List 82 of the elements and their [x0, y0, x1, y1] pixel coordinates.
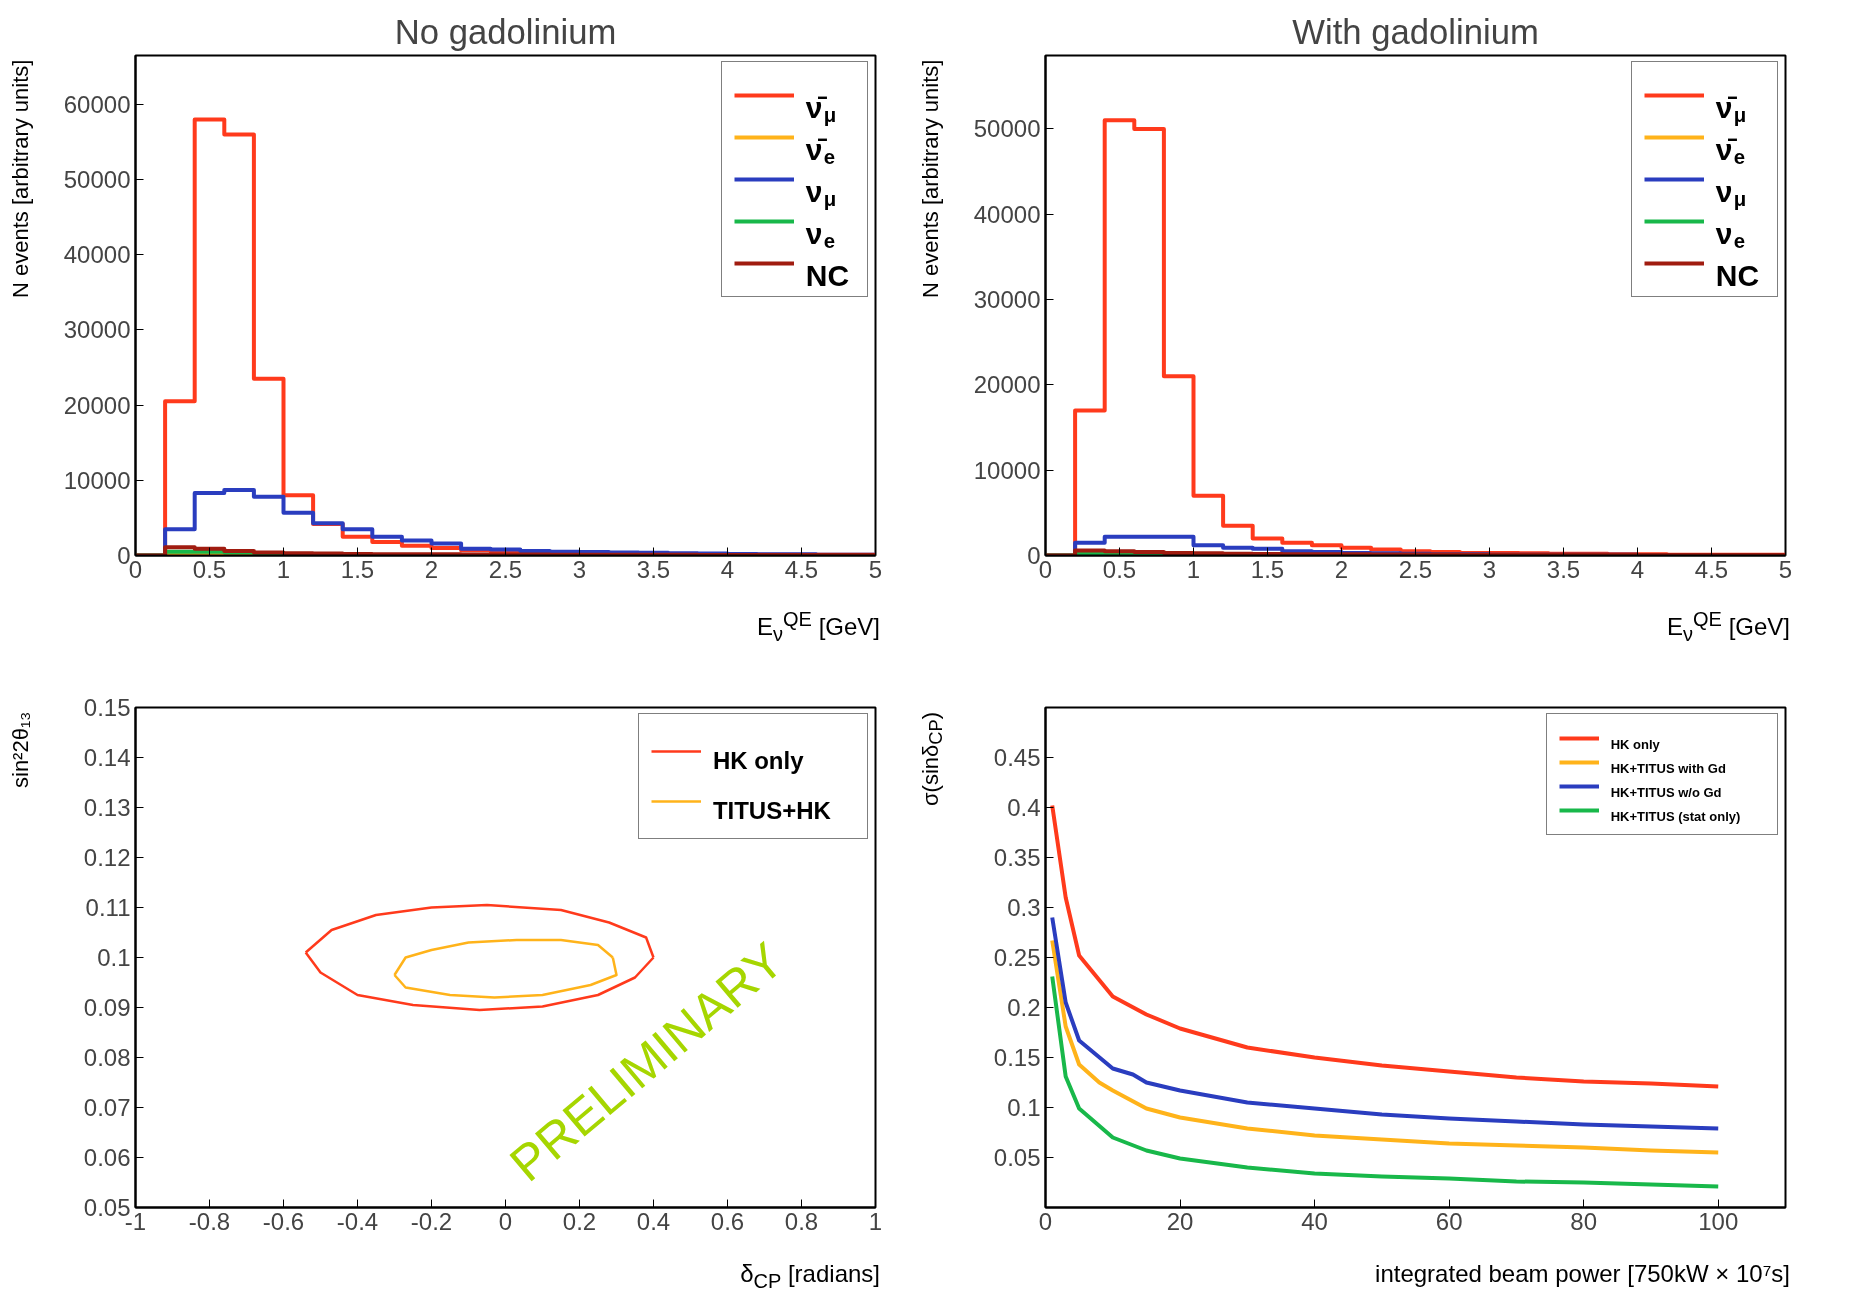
- legend-label: TITUS+HK: [712, 797, 832, 825]
- x-tick-label: 1: [276, 555, 291, 583]
- x-tick-label: 1.5: [1250, 555, 1285, 583]
- y-tick-label: 10000: [63, 466, 131, 494]
- x-tick-label: 4: [720, 555, 735, 583]
- y-tick-label: 40000: [63, 241, 131, 269]
- x-tick-label: 0.6: [710, 1207, 745, 1235]
- y-tick-label: 0.12: [83, 844, 131, 871]
- x-tick-label: -0.6: [262, 1207, 305, 1235]
- y-tick-label: 0.09: [83, 994, 131, 1021]
- x-tick-label: 100: [1698, 1207, 1739, 1235]
- x-axis-title: integrated beam power [750kW × 10⁷s]: [1374, 1259, 1790, 1289]
- y-tick-label: 0.2: [1007, 994, 1041, 1021]
- y-tick-label: 0.25: [993, 944, 1041, 971]
- x-axis-title: E$_{ν}$$^{QE}$ [GeV]: [756, 607, 880, 647]
- y-tick-label: 30000: [63, 316, 131, 344]
- x-tick-label: 0.8: [784, 1207, 819, 1235]
- x-tick-label: 1.5: [340, 555, 375, 583]
- legend-label: HK+TITUS with Gd: [1610, 760, 1726, 776]
- y-axis-title: N events [arbitrary units]: [917, 60, 944, 301]
- x-tick-label: 0.5: [192, 555, 227, 583]
- legend-label: HK only: [1610, 736, 1661, 752]
- x-tick-label: 3: [1482, 555, 1497, 583]
- y-tick-label: 10000: [973, 456, 1041, 484]
- y-tick-label: 0.45: [993, 744, 1041, 771]
- x-tick-label: 20: [1166, 1207, 1194, 1235]
- x-tick-label: -0.4: [336, 1207, 379, 1235]
- legend-label: HK+TITUS (stat only): [1610, 808, 1741, 824]
- x-tick-label: 2: [1334, 555, 1349, 583]
- x-tick-label: 0.5: [1102, 555, 1137, 583]
- y-tick-label: 50000: [973, 115, 1041, 143]
- y-tick-label: 0.15: [83, 694, 131, 721]
- y-tick-label: 0.06: [83, 1144, 131, 1171]
- x-tick-label: 2: [424, 555, 439, 583]
- x-tick-label: -0.8: [188, 1207, 231, 1235]
- x-tick-label: 4.5: [784, 555, 819, 583]
- y-tick-label: 0.05: [993, 1144, 1041, 1171]
- x-tick-label: 3: [572, 555, 587, 583]
- chart-title: No gadolinium: [394, 12, 617, 51]
- y-tick-label: 0.13: [83, 794, 131, 821]
- x-axis-title: δ$_{CP}$ [radians]: [739, 1259, 880, 1294]
- x-tick-label: 4.5: [1694, 555, 1729, 583]
- legend-label: NC: [1715, 258, 1760, 292]
- y-tick-label: 20000: [973, 371, 1041, 399]
- y-axis-title: sin²2θ₁₃: [7, 712, 34, 791]
- x-tick-label: 3.5: [636, 555, 671, 583]
- y-tick-label: 0.15: [993, 1044, 1041, 1071]
- x-tick-label: 4: [1630, 555, 1645, 583]
- x-tick-label: 60: [1435, 1207, 1463, 1235]
- y-tick-label: 0.07: [83, 1094, 131, 1121]
- x-tick-label: 0: [498, 1207, 513, 1235]
- x-tick-label: 40: [1301, 1207, 1328, 1235]
- y-tick-label: 60000: [63, 90, 131, 118]
- x-tick-label: -0.2: [410, 1207, 453, 1235]
- y-tick-label: 30000: [973, 286, 1041, 314]
- y-tick-label: 0.1: [1007, 1094, 1041, 1121]
- y-tick-label: 0.14: [83, 744, 131, 771]
- y-tick-label: 40000: [973, 200, 1041, 228]
- x-tick-label: 1: [868, 1207, 883, 1235]
- x-tick-label: 5: [1778, 555, 1793, 583]
- x-tick-label: 80: [1570, 1207, 1598, 1235]
- legend-label: HK only: [712, 747, 805, 775]
- y-tick-label: 0.08: [83, 1044, 131, 1071]
- chart-title: With gadolinium: [1292, 12, 1539, 51]
- y-tick-label: 0.35: [993, 844, 1041, 871]
- x-tick-label: 5: [868, 555, 883, 583]
- legend-label: NC: [805, 258, 850, 292]
- x-tick-label: 3.5: [1546, 555, 1581, 583]
- y-tick-label: 0.11: [85, 894, 131, 921]
- y-tick-label: 50000: [63, 166, 131, 194]
- x-tick-label: 1: [1186, 555, 1201, 583]
- y-axis-title: N events [arbitrary units]: [7, 60, 34, 301]
- y-tick-label: 0.4: [1007, 794, 1041, 821]
- y-tick-label: 0.1: [97, 944, 131, 971]
- x-tick-label: 2.5: [488, 555, 523, 583]
- y-tick-label: 20000: [63, 391, 131, 419]
- y-tick-label: 0.3: [1007, 894, 1041, 921]
- legend-label: HK+TITUS w/o Gd: [1610, 784, 1722, 800]
- x-axis-title: E$_{ν}$$^{QE}$ [GeV]: [1666, 607, 1790, 647]
- x-tick-label: 0.2: [562, 1207, 597, 1235]
- x-tick-label: 0.4: [636, 1207, 671, 1235]
- x-tick-label: 2.5: [1398, 555, 1433, 583]
